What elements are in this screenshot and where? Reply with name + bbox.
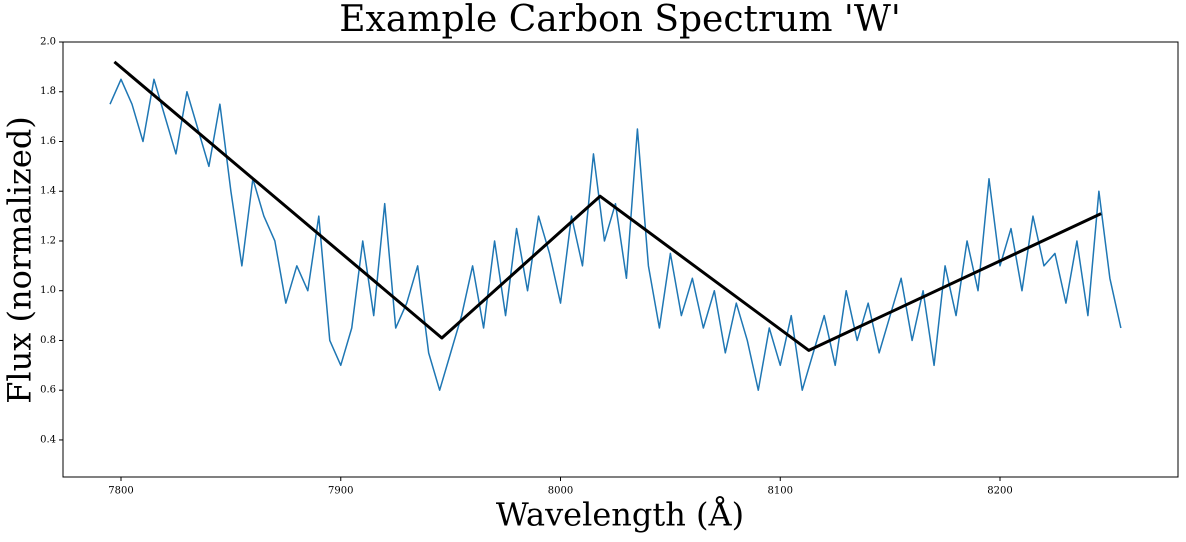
y-tick-label: 0.4: [40, 434, 56, 445]
x-tick-label: 8000: [548, 486, 573, 497]
y-tick-label: 1.6: [40, 136, 56, 147]
y-tick-label: 2.0: [40, 37, 56, 48]
plot-frame: [62, 41, 1179, 478]
series-line: [113, 60, 1102, 352]
x-axis-label: Wavelength (Å): [496, 496, 744, 534]
y-tick-label: 1.0: [40, 285, 56, 296]
y-axis-label: Flux (normalized): [1, 116, 39, 404]
y-tick-label: 1.2: [40, 235, 56, 246]
y-tick-label: 0.8: [40, 335, 56, 346]
y-tick-label: 0.6: [40, 385, 56, 396]
x-tick-label: 7900: [328, 486, 353, 497]
x-tick-label: 7800: [108, 486, 133, 497]
x-tick-label: 8200: [987, 486, 1012, 497]
x-tick-label: 8100: [768, 486, 793, 497]
chart-title: Example Carbon Spectrum 'W': [339, 0, 900, 40]
series-line: [109, 78, 1122, 391]
y-tick-label: 1.4: [40, 186, 56, 197]
y-tick-label: 1.8: [40, 86, 56, 97]
